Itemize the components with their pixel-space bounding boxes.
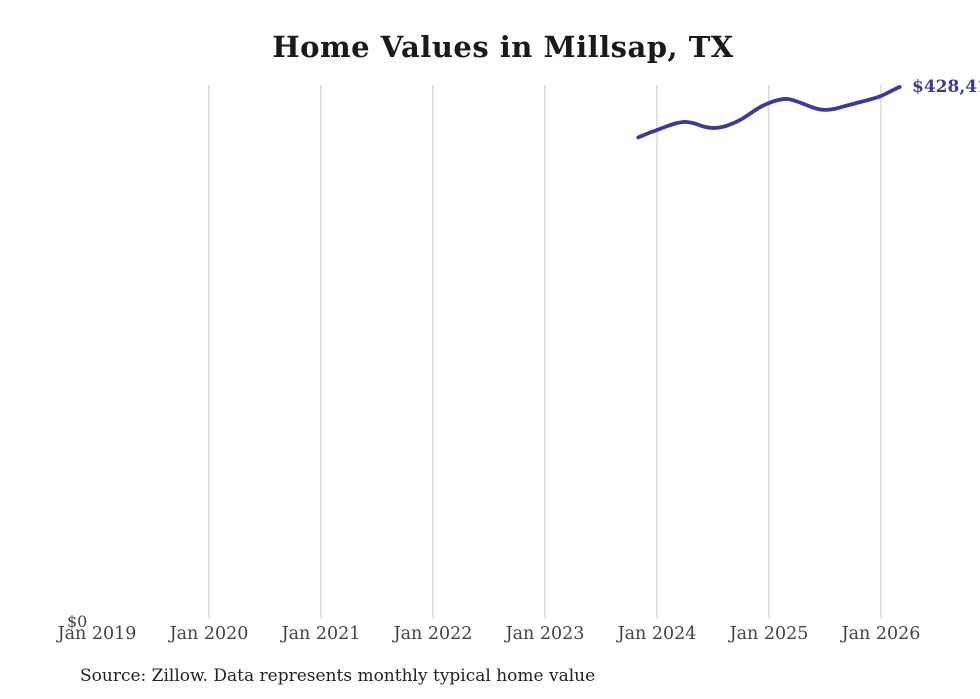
latest-value-label: $428,411 bbox=[912, 77, 980, 97]
x-axis-label: Jan 2021 bbox=[281, 624, 361, 644]
x-axis-label: Jan 2019 bbox=[57, 624, 137, 644]
x-axis-label: Jan 2022 bbox=[393, 624, 473, 644]
x-axis-label: Jan 2026 bbox=[841, 624, 921, 644]
chart-title: Home Values in Millsap, TX bbox=[272, 30, 734, 64]
home-value-line bbox=[636, 85, 902, 140]
x-axis-label: Jan 2024 bbox=[617, 624, 697, 644]
source-note: Source: Zillow. Data represents monthly … bbox=[80, 666, 596, 686]
x-axis-label: Jan 2023 bbox=[505, 624, 585, 644]
x-axis-label: Jan 2020 bbox=[169, 624, 249, 644]
x-axis-label: Jan 2025 bbox=[729, 624, 809, 644]
y-axis-zero-label: $0 bbox=[67, 612, 88, 631]
